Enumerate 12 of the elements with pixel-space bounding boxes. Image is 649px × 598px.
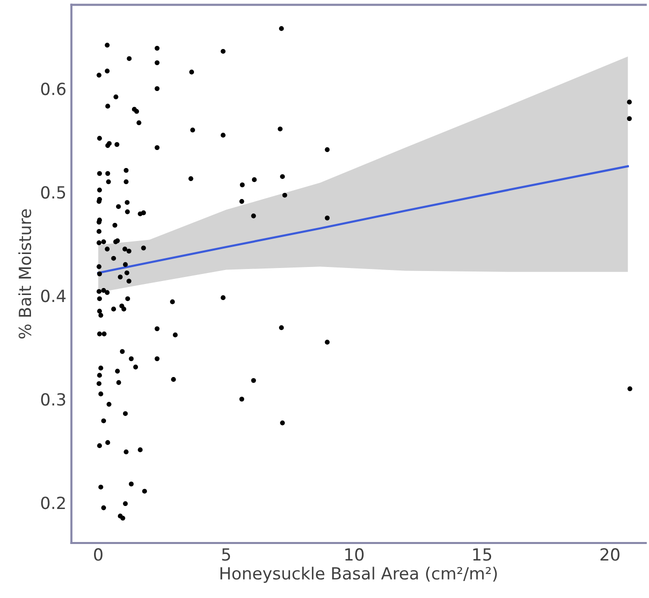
y-tick-label: 0.5: [41, 186, 66, 199]
x-tick-label: 0: [94, 548, 102, 561]
y-tick-label: 0.2: [41, 496, 65, 510]
x-tick-label: 20: [600, 548, 620, 561]
y-axis-title: % Bait Moisture: [18, 209, 32, 338]
x-tick-label: 10: [345, 548, 364, 561]
x-tick-label: 5: [222, 548, 230, 561]
x-axis-title: Honeysuckle Basal Area (cm²/m²): [220, 566, 497, 583]
y-tick-label: 0.4: [41, 290, 66, 302]
y-tick-label: 0.3: [41, 393, 66, 406]
y-tick-label: 0.6: [41, 82, 66, 96]
x-tick-label: 15: [473, 548, 492, 561]
